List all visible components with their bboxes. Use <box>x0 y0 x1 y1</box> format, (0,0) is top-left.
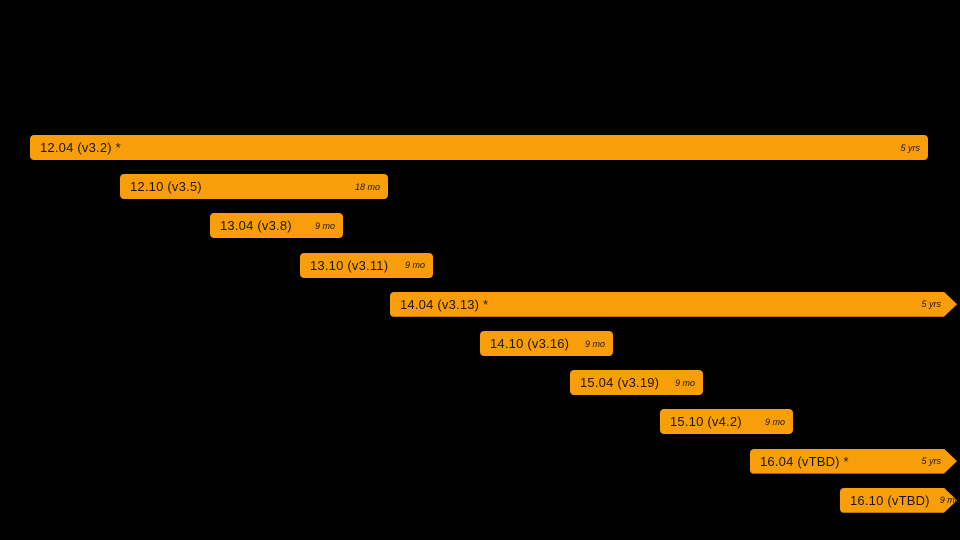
support-duration-label: 9 mo <box>314 220 335 231</box>
release-label: 14.10 (v3.16) <box>490 336 570 351</box>
release-label: 14.04 (v3.13) * <box>400 296 489 312</box>
support-duration-label: 9 mo <box>674 377 695 388</box>
support-duration-label: 5 yrs <box>921 299 941 310</box>
release-label: 12.04 (v3.2) * <box>40 140 121 155</box>
support-duration-label: 18 mo <box>354 181 380 192</box>
timeline-bar: 16.10 (vTBD) 9 mo <box>840 488 957 513</box>
support-duration-label: 9 mo <box>764 416 785 427</box>
release-label: 15.04 (v3.19) <box>580 375 660 391</box>
release-label: 16.10 (vTBD) <box>850 492 930 508</box>
timeline-bar: 14.10 (v3.16) 9 mo <box>480 331 613 356</box>
timeline-bar: 12.10 (v3.5) 18 mo <box>120 174 388 200</box>
release-label: 12.10 (v3.5) <box>130 179 202 195</box>
support-duration-label: 5 yrs <box>921 456 941 467</box>
support-duration-label: 9 mo <box>939 495 960 506</box>
release-label: 16.04 (vTBD) * <box>760 453 849 469</box>
timeline-bar: 15.10 (v4.2) 9 mo <box>660 409 793 435</box>
support-duration-label: 5 yrs <box>900 142 920 153</box>
timeline-bar: 13.04 (v3.8) 9 mo <box>210 213 343 239</box>
timeline-bar: 12.04 (v3.2) * 5 yrs <box>30 135 928 160</box>
timeline-bar: 13.10 (v3.11) 9 mo <box>300 252 433 278</box>
release-label: 13.10 (v3.11) <box>310 257 389 273</box>
timeline-bar: 16.04 (vTBD) * 5 yrs <box>750 449 957 474</box>
support-duration-label: 9 mo <box>584 338 605 349</box>
timeline-bar: 14.04 (v3.13) * 5 yrs <box>390 292 957 317</box>
release-label: 15.10 (v4.2) <box>670 414 742 430</box>
support-duration-label: 9 mo <box>404 260 425 271</box>
timeline-bar: 15.04 (v3.19) 9 mo <box>570 370 703 396</box>
release-label: 13.04 (v3.8) <box>220 218 292 234</box>
